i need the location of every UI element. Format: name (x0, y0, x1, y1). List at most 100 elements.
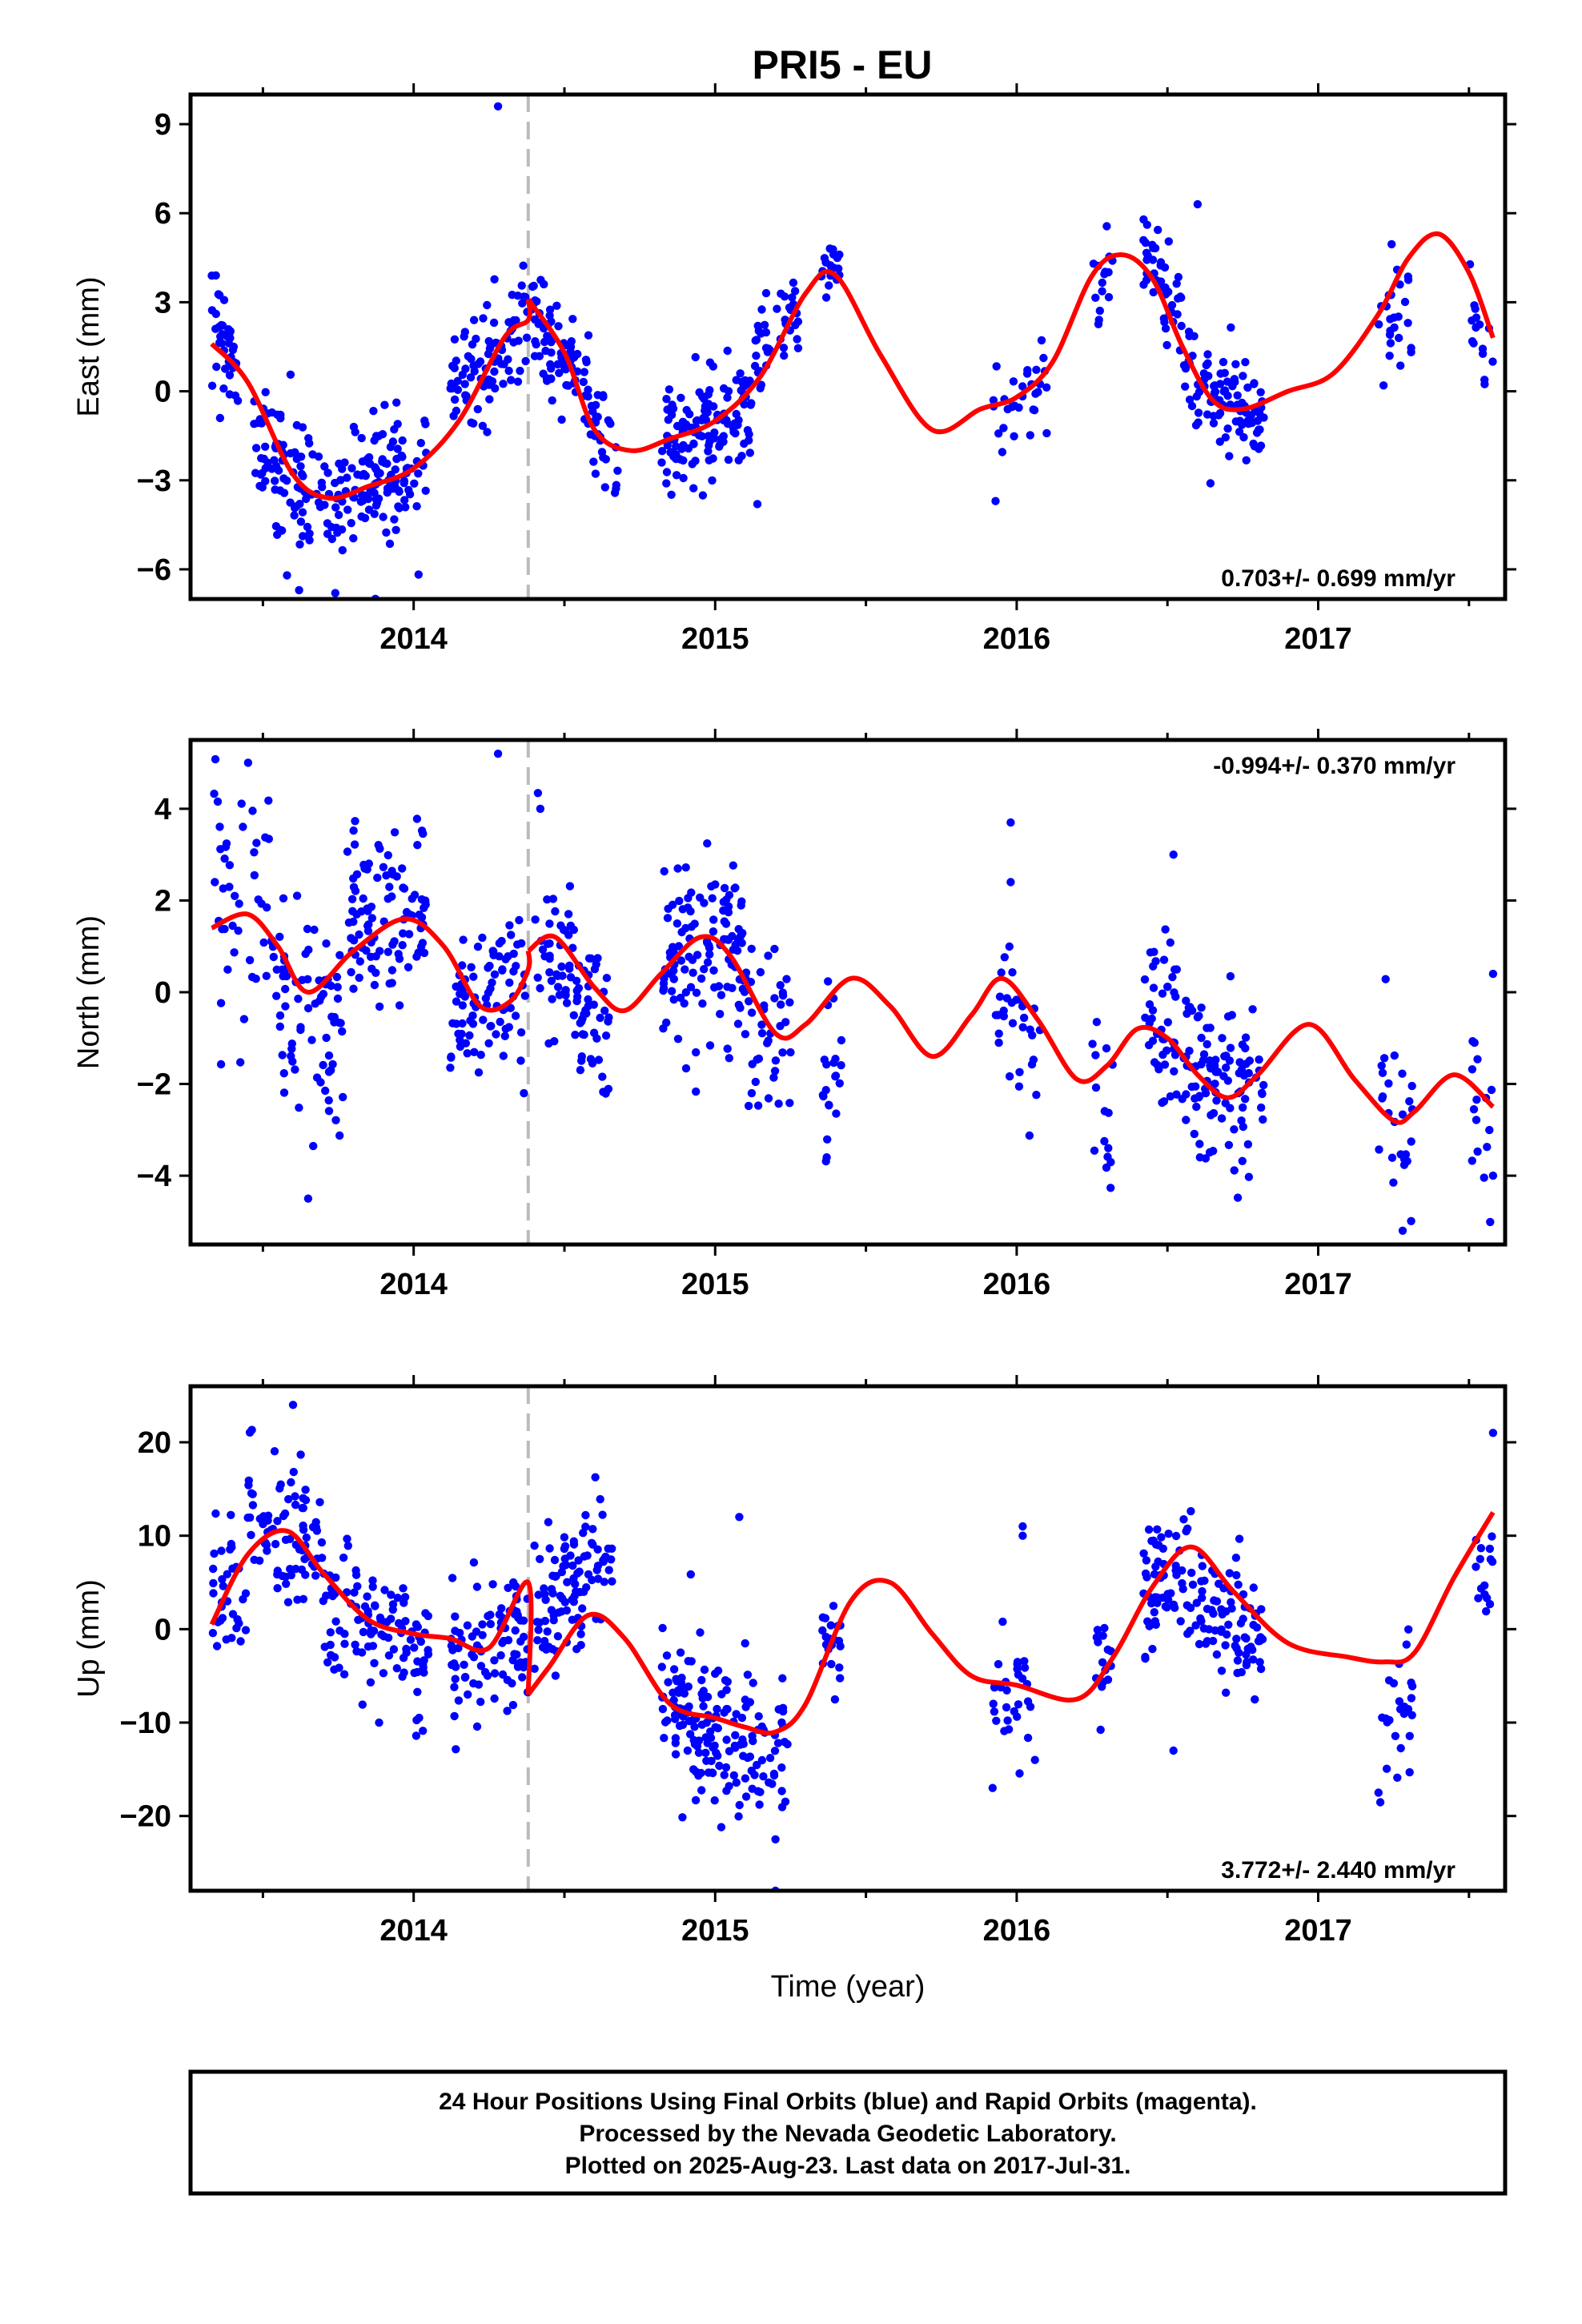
data-point (1488, 1429, 1498, 1437)
data-point (508, 1655, 517, 1665)
data-point (1102, 222, 1111, 231)
data-point (458, 961, 467, 970)
data-point (582, 358, 591, 367)
data-point (231, 891, 239, 901)
data-point (667, 970, 676, 979)
data-point (658, 1623, 667, 1633)
panel-2: 2014 2015 2016 2017 20 10 0 −10 −20 Up (mm) 3.772+… (72, 1375, 1516, 2004)
data-point (344, 918, 354, 927)
data-point (395, 504, 404, 513)
data-point (1158, 1544, 1168, 1554)
data-point (493, 102, 503, 111)
data-point (467, 355, 476, 364)
data-point (420, 903, 428, 913)
data-point (687, 923, 696, 931)
data-point (560, 1533, 569, 1542)
data-point (1104, 1108, 1113, 1117)
data-point (371, 495, 380, 504)
data-point (370, 980, 379, 990)
velocity-label: 3.772+/- 2.440 mm/yr (1221, 1857, 1456, 1884)
plot-area (208, 1386, 1498, 1891)
data-point (760, 320, 769, 329)
data-point (1144, 1525, 1154, 1534)
data-point (664, 1678, 673, 1687)
data-point (383, 486, 393, 495)
data-point (701, 416, 711, 424)
data-point (542, 1645, 551, 1654)
data-point (1186, 1603, 1195, 1613)
data-point (448, 1574, 457, 1582)
data-point (375, 947, 384, 955)
data-point (1244, 1068, 1254, 1078)
data-point (1396, 1743, 1405, 1753)
data-point (663, 914, 673, 923)
data-point (487, 1022, 496, 1031)
data-point (466, 373, 476, 382)
data-point (741, 376, 749, 385)
data-point (218, 1614, 227, 1622)
data-point (789, 278, 798, 287)
data-point (509, 1578, 518, 1587)
y-axis-label: North (mm) (72, 915, 106, 1069)
data-point (684, 1657, 693, 1666)
data-point (1472, 1562, 1480, 1571)
data-point (301, 1496, 311, 1505)
data-point (516, 1056, 525, 1065)
data-point (521, 292, 530, 302)
data-point (473, 943, 483, 951)
data-point (1104, 1144, 1113, 1152)
data-point (1181, 382, 1190, 391)
data-point (777, 1787, 786, 1795)
data-point (747, 1088, 757, 1098)
data-point (1252, 1623, 1262, 1632)
data-point (1039, 353, 1048, 363)
data-point (1150, 1617, 1160, 1626)
data-point (215, 323, 223, 332)
data-point (716, 440, 725, 449)
data-point (724, 455, 733, 464)
data-point (1233, 1193, 1243, 1202)
data-point (356, 497, 366, 506)
data-point (837, 1035, 846, 1045)
data-point (383, 850, 392, 860)
data-point (560, 1598, 569, 1606)
data-point (1007, 403, 1017, 412)
data-point (307, 1035, 316, 1044)
data-point (245, 1428, 255, 1437)
data-point (497, 1604, 506, 1613)
data-point (278, 1051, 287, 1059)
data-point (753, 1055, 761, 1064)
data-point (413, 841, 422, 850)
data-point (484, 988, 493, 998)
data-point (1204, 1625, 1214, 1634)
data-point (555, 368, 564, 377)
data-point (1178, 1566, 1186, 1575)
data-point (374, 841, 383, 850)
data-point (278, 526, 287, 535)
data-point (1163, 983, 1172, 991)
data-point (1399, 1160, 1409, 1169)
data-point (264, 796, 273, 805)
data-point (593, 1562, 603, 1570)
data-point (1147, 1014, 1156, 1023)
data-point (658, 1704, 668, 1714)
data-point (1150, 1608, 1159, 1617)
data-point (548, 995, 556, 1003)
data-point (1385, 352, 1394, 360)
data-point (577, 1056, 586, 1065)
data-point (322, 1033, 331, 1043)
y-tick-label: 2 (155, 884, 171, 918)
data-point (520, 1088, 528, 1098)
data-point (588, 1540, 597, 1549)
panels: 2014 2015 2016 2017 9 6 3 0 −3 −6 East (mm) 0.703+/… (72, 83, 1516, 2004)
data-point (601, 1031, 611, 1040)
data-point (1018, 1522, 1027, 1531)
data-point (1162, 1046, 1171, 1055)
data-point (357, 512, 366, 521)
data-point (1209, 419, 1219, 428)
data-point (235, 899, 243, 908)
data-point (499, 1051, 508, 1060)
data-point (226, 333, 235, 343)
data-point (301, 1486, 310, 1494)
data-point (464, 1690, 472, 1699)
